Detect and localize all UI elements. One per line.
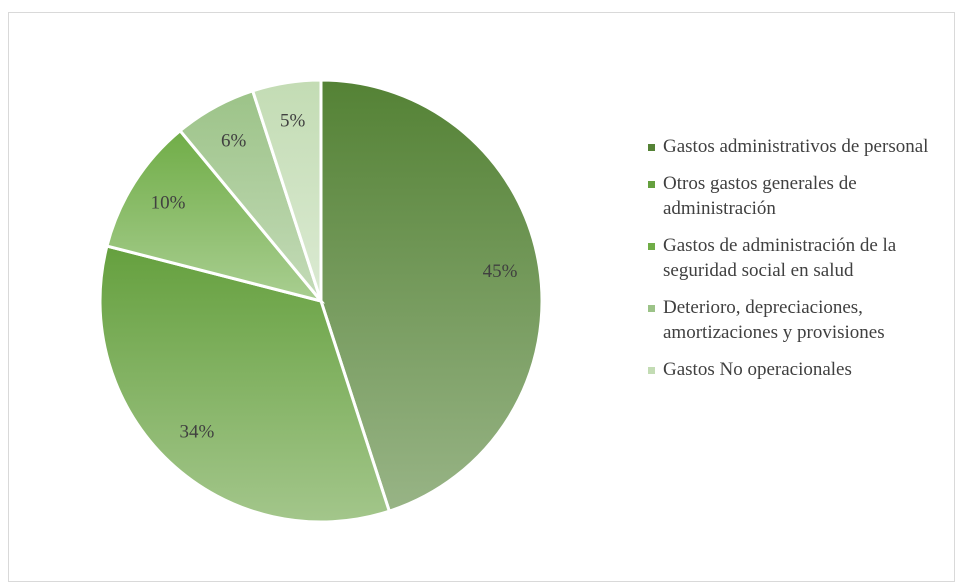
data-label: 5% — [280, 110, 306, 131]
legend-item: Gastos No operacionales — [648, 357, 948, 382]
legend: Gastos administrativos de personal Otros … — [648, 134, 948, 394]
legend-label: Gastos administrativos de personal — [663, 136, 929, 157]
data-label: 10% — [151, 192, 186, 213]
legend-swatch — [648, 367, 655, 374]
pie-slice — [319, 78, 544, 514]
legend-swatch — [648, 181, 655, 188]
pie-slice — [98, 244, 392, 524]
legend-item: Gastos administrativos de personal — [648, 134, 948, 159]
legend-swatch — [648, 305, 655, 312]
legend-swatch — [648, 243, 655, 250]
legend-label: Deterioro, depreciaciones, amortizacione… — [663, 297, 885, 343]
data-label: 34% — [180, 421, 215, 442]
legend-item: Gastos de administración de la seguridad… — [648, 233, 948, 283]
legend-swatch — [648, 144, 655, 151]
legend-label: Otros gastos generales de administración — [663, 173, 857, 219]
frame — [8, 12, 955, 582]
legend-label: Gastos No operacionales — [663, 359, 852, 380]
pie-slice — [250, 78, 323, 302]
legend-item: Deterioro, depreciaciones, amortizacione… — [648, 295, 948, 345]
data-label: 6% — [221, 131, 247, 152]
legend-label: Gastos de administración de la seguridad… — [663, 235, 897, 281]
data-label: 45% — [483, 261, 518, 282]
pie-slice — [105, 128, 326, 304]
legend-item: Otros gastos generales de administración — [648, 171, 948, 221]
